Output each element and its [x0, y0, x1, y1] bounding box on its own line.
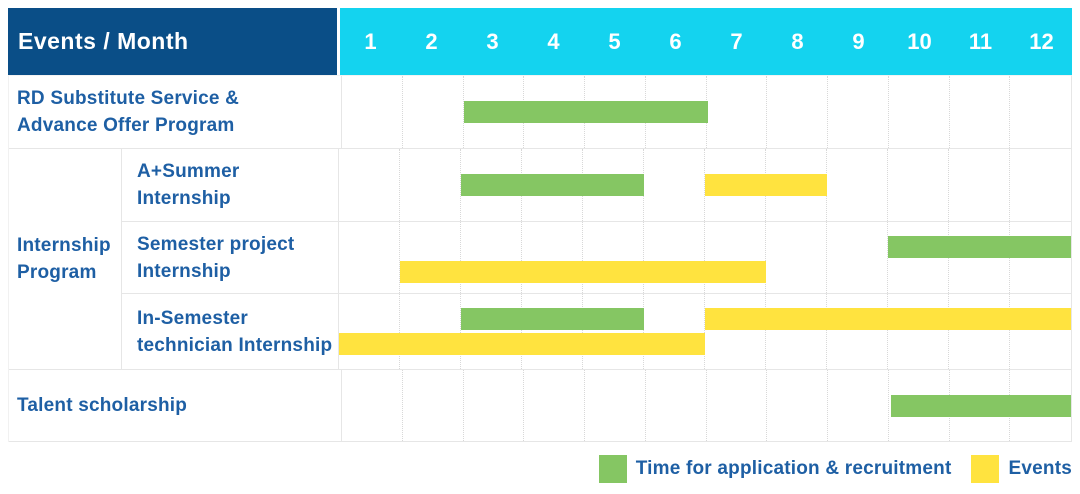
month-header-cell: 3 [486, 28, 499, 54]
month-cell [828, 76, 889, 148]
gantt-bar-events [400, 261, 766, 283]
month-cell [342, 76, 403, 148]
month-cell [644, 222, 705, 293]
legend-swatch-events [971, 455, 1000, 483]
group-label: Internship Program [9, 149, 122, 369]
month-header-cell: 2 [425, 28, 438, 54]
month-cell [827, 222, 888, 293]
month-cell [705, 294, 766, 369]
legend-swatch-recruitment [598, 455, 627, 483]
row-label: In-Semester technician Internship [137, 307, 333, 356]
month-header-cell: 8 [791, 28, 804, 54]
month-cell [888, 294, 949, 369]
table-body: RD Substitute Service & Advance Offer Pr… [8, 75, 1072, 442]
month-cell [522, 222, 583, 293]
table-header: Events / Month 1 2 3 4 5 6 7 8 9 10 11 12 [8, 8, 1072, 75]
month-cell [400, 222, 461, 293]
month-cell [524, 370, 585, 441]
gantt-bar-events [705, 308, 1071, 330]
month-cell [950, 76, 1011, 148]
month-cell [646, 370, 707, 441]
header-gap [337, 8, 340, 75]
month-cell [644, 149, 705, 221]
row-label: Semester project Internship [137, 233, 295, 282]
month-cell [767, 76, 828, 148]
month-cell [828, 370, 889, 441]
row-group: Internship Program A+Summer Internship Sem… [9, 149, 1071, 370]
gantt-bar-recruitment [461, 308, 644, 330]
month-cell [827, 149, 888, 221]
month-cell [400, 149, 461, 221]
gantt-bar-recruitment [461, 174, 644, 196]
month-cell [585, 370, 646, 441]
gantt-bar-recruitment [888, 236, 1071, 258]
month-cell [949, 294, 1010, 369]
month-cell [644, 294, 705, 369]
month-header-cell: 6 [669, 28, 682, 54]
month-cell [403, 76, 464, 148]
legend-item: Time for application & recruitment [598, 455, 952, 483]
month-cell [403, 370, 464, 441]
row-label: Talent scholarship [17, 395, 188, 416]
timeline [338, 149, 1071, 221]
month-cell [339, 149, 400, 221]
month-cell [464, 370, 525, 441]
table-row: Semester project Internship [122, 222, 1071, 294]
month-header-cell: 7 [730, 28, 743, 54]
timeline [341, 76, 1071, 148]
month-cell [888, 149, 949, 221]
month-header-cell: 9 [852, 28, 865, 54]
month-cell [889, 76, 950, 148]
month-cell [400, 294, 461, 369]
gantt-bar-recruitment [891, 395, 1071, 417]
row-group-rows: A+Summer Internship Semester project Inte… [122, 149, 1071, 369]
table-title: Events / Month [8, 8, 337, 75]
month-cell [767, 370, 828, 441]
legend-label: Events [1008, 458, 1072, 479]
legend-item: Events [971, 455, 1072, 483]
timeline [341, 370, 1071, 441]
month-header: 1 2 3 4 5 6 7 8 9 10 11 12 [340, 8, 1072, 75]
month-header-cell: 1 [364, 28, 377, 54]
month-cell [339, 294, 400, 369]
month-cell [461, 294, 522, 369]
month-cell [707, 76, 768, 148]
month-header-cell: 12 [1029, 28, 1054, 54]
month-cell [1010, 294, 1071, 369]
table-row: In-Semester technician Internship [122, 294, 1071, 369]
month-cell [766, 222, 827, 293]
month-cell [339, 222, 400, 293]
month-cell [522, 294, 583, 369]
month-cell [827, 294, 888, 369]
month-header-cell: 5 [608, 28, 621, 54]
month-cell [707, 370, 768, 441]
month-cell [949, 149, 1010, 221]
events-month-table: Events / Month 1 2 3 4 5 6 7 8 9 10 11 12 RD Substi… [8, 8, 1072, 442]
legend: Time for application & recruitment Events [598, 455, 1072, 483]
month-cell [1010, 149, 1071, 221]
row-label: RD Substitute Service & Advance Offer Pr… [17, 88, 240, 136]
row-label: A+Summer Internship [137, 161, 240, 209]
gantt-bar-events [339, 333, 705, 355]
month-cell [461, 222, 522, 293]
table-row: RD Substitute Service & Advance Offer Pr… [9, 76, 1071, 149]
month-header-cell: 4 [547, 28, 560, 54]
month-cell [583, 294, 644, 369]
timeline [338, 294, 1071, 369]
month-cell [583, 222, 644, 293]
gantt-bar-events [705, 174, 827, 196]
table-row: A+Summer Internship [122, 149, 1071, 222]
gantt-bar-recruitment [464, 101, 708, 123]
month-cell [1010, 76, 1071, 148]
month-header-cell: 11 [968, 28, 993, 54]
legend-label: Time for application & recruitment [635, 458, 952, 479]
table-row: Talent scholarship [9, 370, 1071, 442]
month-cell [342, 370, 403, 441]
month-cell [766, 294, 827, 369]
month-header-cell: 10 [907, 28, 932, 54]
timeline [338, 222, 1071, 293]
month-cell [705, 222, 766, 293]
